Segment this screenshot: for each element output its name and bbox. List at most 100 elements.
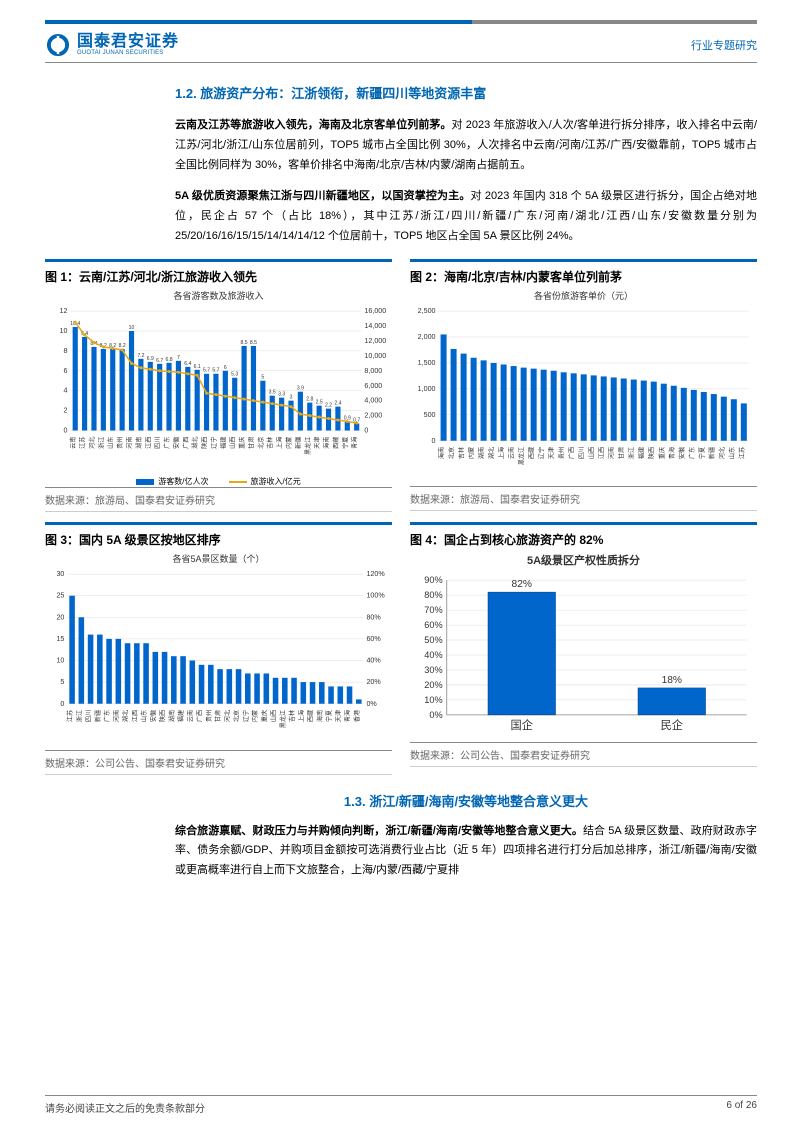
svg-text:1,500: 1,500 [418, 359, 436, 367]
svg-text:河南: 河南 [126, 436, 134, 448]
svg-text:20%: 20% [424, 680, 442, 690]
svg-text:10: 10 [129, 325, 135, 331]
fig1-legend: 游客数/亿人次 旅游收入/亿元 [45, 476, 392, 487]
svg-text:16,000: 16,000 [364, 307, 386, 315]
svg-text:福建: 福建 [638, 447, 646, 459]
svg-text:10%: 10% [424, 695, 442, 705]
svg-text:8.5: 8.5 [250, 340, 257, 346]
svg-text:黑龙江: 黑龙江 [518, 447, 526, 465]
svg-text:6.1: 6.1 [194, 364, 201, 370]
svg-text:广东: 广东 [163, 436, 171, 448]
svg-text:国企: 国企 [511, 718, 533, 732]
svg-text:江西: 江西 [599, 447, 606, 459]
svg-text:浙江: 浙江 [97, 436, 105, 448]
svg-text:贵州: 贵州 [205, 710, 213, 722]
svg-text:10,000: 10,000 [364, 352, 386, 360]
svg-text:40%: 40% [366, 657, 381, 665]
svg-text:20%: 20% [366, 678, 381, 686]
svg-text:青海: 青海 [668, 447, 676, 459]
figure-4: 图 4：国企占到核心旅游资产的 82% 5A级景区产权性质拆分 0%10%20%… [410, 522, 757, 775]
logo-icon [45, 32, 71, 58]
svg-text:30%: 30% [424, 665, 442, 675]
svg-text:山西: 山西 [270, 710, 278, 722]
svg-text:30: 30 [56, 570, 64, 578]
svg-text:2: 2 [63, 406, 67, 414]
svg-text:山东: 山东 [107, 436, 115, 448]
fig4-source: 数据来源：公司公告、国泰君安证券研究 [410, 742, 757, 767]
svg-text:7.2: 7.2 [137, 353, 144, 359]
svg-text:8,000: 8,000 [364, 367, 382, 375]
svg-text:海南: 海南 [438, 447, 446, 459]
svg-text:云南: 云南 [186, 710, 194, 722]
svg-text:香港: 香港 [353, 710, 361, 722]
svg-text:安徽: 安徽 [172, 436, 180, 448]
svg-text:2,000: 2,000 [364, 411, 382, 419]
figure-3: 图 3：国内 5A 级景区按地区排序 各省5A景区数量（个） 051015202… [45, 522, 392, 775]
svg-text:山西: 山西 [229, 436, 237, 448]
svg-text:湖南: 湖南 [478, 447, 486, 459]
svg-text:青海: 青海 [344, 710, 352, 722]
fig3-source: 数据来源：公司公告、国泰君安证券研究 [45, 750, 392, 775]
fig3-subtitle: 各省5A景区数量（个） [45, 552, 392, 565]
svg-text:500: 500 [424, 411, 436, 419]
svg-text:天津: 天津 [334, 710, 342, 722]
svg-text:25: 25 [56, 592, 64, 600]
footer: 请务必阅读正文之后的免责条款部分 6 of 26 [45, 1095, 757, 1115]
svg-text:10: 10 [56, 657, 64, 665]
svg-text:辽宁: 辽宁 [242, 710, 250, 722]
svg-text:广西: 广西 [196, 710, 204, 722]
para-2: 5A 级优质资源聚焦江浙与四川新疆地区，以国资掌控为主。对 2023 年国内 3… [175, 187, 757, 246]
svg-text:陕西: 陕西 [159, 710, 167, 722]
svg-text:12,000: 12,000 [364, 337, 386, 345]
svg-text:福建: 福建 [219, 436, 227, 448]
svg-text:重庆: 重庆 [238, 436, 246, 448]
svg-text:北京: 北京 [448, 447, 456, 459]
svg-text:海南: 海南 [316, 710, 324, 722]
top-bar [45, 20, 757, 24]
fig1-title: 图 1：云南/江苏/河北/浙江旅游收入领先 [45, 259, 392, 289]
svg-text:上海: 上海 [498, 447, 506, 459]
svg-text:云南: 云南 [508, 447, 516, 459]
section-1-3-title: 1.3. 浙江/新疆/海南/安徽等地整合意义更大 [175, 791, 757, 810]
svg-text:河南: 河南 [608, 447, 616, 459]
svg-text:广西: 广西 [568, 447, 576, 459]
fig3-chart: 0510152025300%20%40%60%80%100%120%江苏浙江四川… [45, 569, 392, 745]
page-number: 6 of 26 [726, 1100, 757, 1115]
svg-text:宁夏: 宁夏 [325, 710, 333, 722]
svg-text:10: 10 [60, 327, 68, 335]
fig4-chart: 0%10%20%30%40%50%60%70%80%90%82%国企18%民企 [410, 572, 757, 737]
svg-text:60%: 60% [424, 620, 442, 630]
svg-text:120%: 120% [366, 570, 385, 578]
svg-text:50%: 50% [424, 635, 442, 645]
svg-text:5: 5 [60, 678, 64, 686]
svg-text:0%: 0% [366, 700, 377, 708]
svg-text:0%: 0% [429, 710, 442, 720]
svg-text:上海: 上海 [276, 436, 284, 448]
svg-text:2.5: 2.5 [316, 399, 323, 405]
svg-text:辽宁: 辽宁 [538, 447, 546, 459]
svg-text:6.8: 6.8 [165, 357, 172, 363]
fig4-title: 图 4：国企占到核心旅游资产的 82% [410, 522, 757, 552]
svg-text:北京: 北京 [257, 436, 265, 448]
svg-text:湖北: 湖北 [122, 710, 130, 722]
svg-text:5: 5 [261, 374, 264, 380]
fig1-chart: 02468101202,0004,0006,0008,00010,00012,0… [45, 306, 392, 469]
svg-text:吉林: 吉林 [266, 436, 274, 448]
svg-text:6.9: 6.9 [147, 356, 154, 362]
svg-text:82%: 82% [512, 579, 532, 590]
svg-text:黑龙江: 黑龙江 [279, 710, 287, 728]
svg-text:四川: 四川 [86, 710, 93, 722]
fig1-source: 数据来源：旅游局、国泰君安证券研究 [45, 487, 392, 512]
svg-text:甘肃: 甘肃 [247, 436, 255, 448]
svg-text:湖北: 湖北 [488, 447, 496, 459]
svg-text:湖北: 湖北 [191, 436, 199, 448]
svg-text:1,000: 1,000 [418, 385, 436, 393]
logo: 国泰君安证券 GUOTAI JUNAN SECURITIES [45, 32, 179, 58]
svg-text:6: 6 [224, 365, 227, 371]
svg-text:北京: 北京 [233, 710, 241, 722]
svg-text:黑龙江: 黑龙江 [304, 436, 312, 454]
fig2-chart: 05001,0001,5002,0002,500海南北京吉林内蒙湖南湖北上海云南… [410, 306, 757, 482]
svg-text:江苏: 江苏 [66, 710, 74, 722]
header: 国泰君安证券 GUOTAI JUNAN SECURITIES 行业专题研究 [45, 32, 757, 63]
svg-text:2,000: 2,000 [418, 333, 436, 341]
